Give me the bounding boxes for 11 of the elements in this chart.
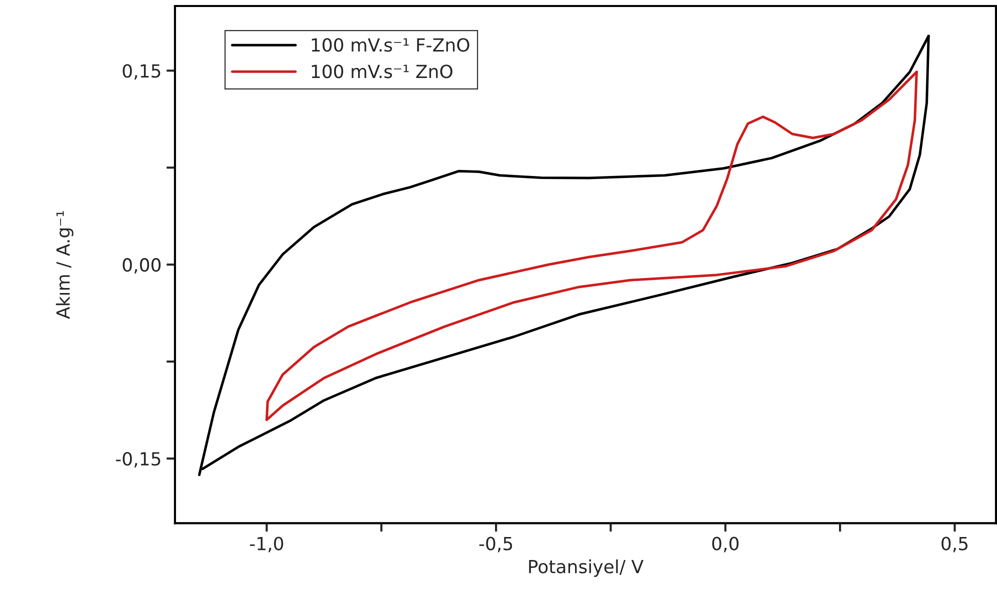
y-tick-label: 0,00 <box>122 258 161 274</box>
x-tick-label: -0,5 <box>479 536 512 552</box>
x-tick-label: 0,5 <box>942 536 968 552</box>
y-axis-title: Akım / A.g⁻¹ <box>56 211 74 319</box>
x-axis-title: Potansiyel/ V <box>529 559 644 577</box>
y-tick-label: 0,15 <box>122 64 160 80</box>
legend-label: 100 mV.s⁻¹ ZnO <box>312 64 452 78</box>
x-tick-label: 0,0 <box>712 536 739 552</box>
y-tick-label: -0,15 <box>116 452 160 468</box>
x-tick-label: -1,0 <box>250 536 284 552</box>
legend-label: 100 mV.s⁻¹ F-ZnO <box>312 38 470 52</box>
